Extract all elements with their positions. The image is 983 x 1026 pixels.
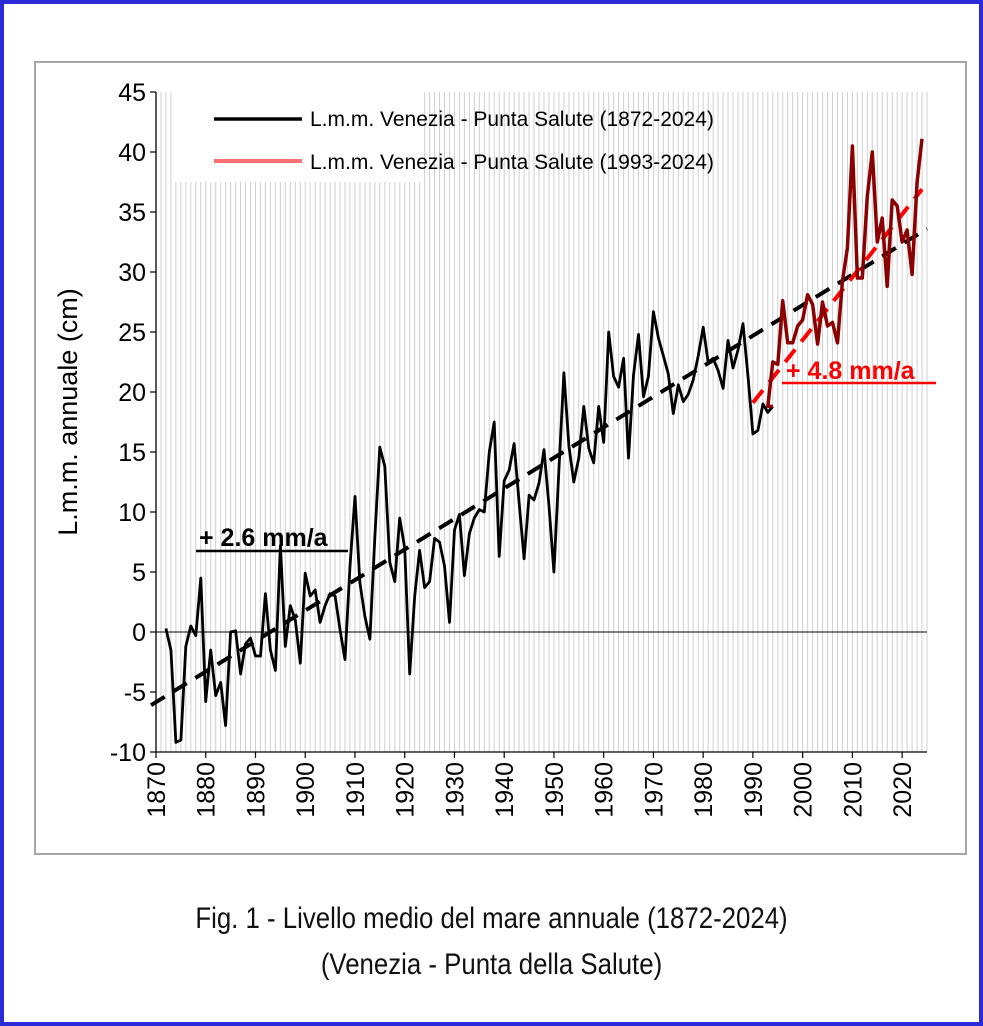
legend-label-recent-series: L.m.m. Venezia - Punta Salute (1993-2024… bbox=[310, 151, 714, 174]
trend-1993-2024-line bbox=[751, 187, 924, 405]
x-tick-label-2020: 2020 bbox=[889, 762, 917, 818]
y-tick-label-35: 35 bbox=[118, 199, 146, 227]
x-tick-label-2010: 2010 bbox=[839, 762, 867, 818]
y-tick-label-20: 20 bbox=[118, 379, 146, 407]
figure-caption-subtitle: (Venezia - Punta della Salute) bbox=[320, 948, 663, 981]
x-tick-label-2000: 2000 bbox=[790, 762, 818, 818]
x-tick-label-1900: 1900 bbox=[292, 762, 320, 818]
y-tick-label--5: -5 bbox=[124, 679, 146, 707]
y-tick-label-5: 5 bbox=[132, 559, 146, 587]
legend-label-full-series: L.m.m. Venezia - Punta Salute (1872-2024… bbox=[310, 108, 714, 131]
x-tick-label-1930: 1930 bbox=[441, 762, 469, 818]
x-tick-label-1980: 1980 bbox=[690, 762, 718, 818]
rate-annotation-recent: + 4.8 mm/a bbox=[786, 357, 916, 385]
y-tick-label-0: 0 bbox=[132, 619, 146, 647]
y-tick-label-10: 10 bbox=[118, 499, 146, 527]
x-tick-label-1950: 1950 bbox=[541, 762, 569, 818]
y-axis-title: L.m.m. annuale (cm) bbox=[53, 288, 83, 536]
series-line-1 bbox=[766, 138, 924, 409]
x-tick-label-1970: 1970 bbox=[640, 762, 668, 818]
y-tick-label-40: 40 bbox=[118, 139, 146, 167]
x-tick-label-1920: 1920 bbox=[392, 762, 420, 818]
figure-caption-title: Fig. 1 - Livello medio del mare annuale … bbox=[195, 902, 788, 935]
series-layer bbox=[164, 138, 924, 744]
rate-annotation-long-term: + 2.6 mm/a bbox=[199, 524, 329, 552]
x-tick-label-1870: 1870 bbox=[143, 762, 171, 818]
series-line-0 bbox=[164, 310, 774, 744]
axis-layer: -10 -5 0 5 10 15 20 25 30 35 40 45 1870 1880 1890 1900 1… bbox=[110, 79, 936, 818]
chart-panel: -10 -5 0 5 10 15 20 25 30 35 40 45 1870 1880 1890 1900 1… bbox=[34, 61, 967, 855]
y-tick-label-15: 15 bbox=[118, 439, 146, 467]
x-tick-label-1990: 1990 bbox=[740, 762, 768, 818]
x-tick-label-1960: 1960 bbox=[591, 762, 619, 818]
y-tick-label-45: 45 bbox=[118, 79, 146, 107]
x-tick-label-1940: 1940 bbox=[491, 762, 519, 818]
trend-1872-2024-line bbox=[149, 227, 929, 707]
trend-layer bbox=[149, 187, 929, 707]
y-tick-label-30: 30 bbox=[118, 259, 146, 287]
x-tick-label-1880: 1880 bbox=[193, 762, 221, 818]
x-tick-label-1890: 1890 bbox=[242, 762, 270, 818]
label-layer: L.m.m. annuale (cm) L.m.m. Venezia - Pun… bbox=[53, 108, 916, 552]
y-tick-label--10: -10 bbox=[110, 739, 146, 767]
chart-svg: -10 -5 0 5 10 15 20 25 30 35 40 45 1870 1880 1890 1900 1… bbox=[53, 79, 936, 818]
x-tick-label-1910: 1910 bbox=[342, 762, 370, 818]
y-tick-label-25: 25 bbox=[118, 319, 146, 347]
